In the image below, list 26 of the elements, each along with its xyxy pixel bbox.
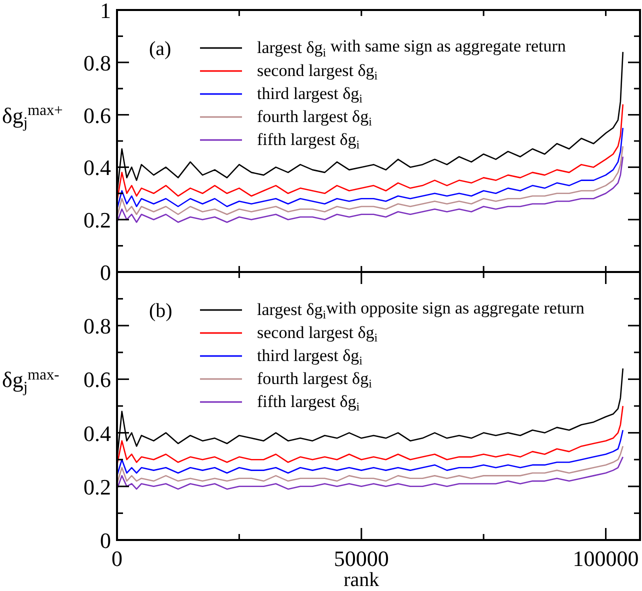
y-tick-label: 0.2	[84, 474, 111, 500]
y-tick-label: 1	[100, 0, 111, 23]
legend-label: fourth largest δg$_{i}$	[257, 107, 373, 129]
y-tick-label: 0.8	[84, 50, 111, 76]
y-tick-label: 0.8	[84, 314, 111, 339]
legend-label: largest δg$_{i}$ with same sign as aggregate return	[257, 36, 566, 60]
y-tick-label: 0.6	[84, 102, 111, 128]
y-tick-label: 0.2	[84, 208, 111, 233]
legend-label: largest δg$_{i}$with opposite sign as aggregate return	[257, 298, 585, 322]
annotation: (b)	[149, 300, 172, 322]
legend-label: fifth largest δg$_{i}$	[257, 392, 360, 414]
x-axis-title: rank	[344, 569, 380, 591]
legend-label: third largest δg$_{i}$	[257, 346, 364, 368]
y-tick-label: 0	[100, 260, 111, 285]
x-tick-label: 50000	[334, 546, 389, 571]
legend-label: fifth largest δg$_{i}$	[257, 130, 360, 152]
y-tick-label: 0.4	[84, 420, 111, 446]
annotation: (a)	[149, 38, 172, 60]
y-tick-label: 0	[100, 528, 111, 553]
legend-label: second largest δg$_{i}$	[257, 323, 378, 345]
y-tick-label: 0.4	[84, 155, 111, 180]
legend-label: second largest δg$_{i}$	[257, 61, 378, 83]
legend-label: third largest δg$_{i}$	[257, 84, 364, 106]
y-tick-label: 0.6	[84, 367, 111, 392]
legend-label: fourth largest δg$_{i}$	[257, 369, 373, 391]
x-tick-label: 100000	[572, 546, 639, 571]
